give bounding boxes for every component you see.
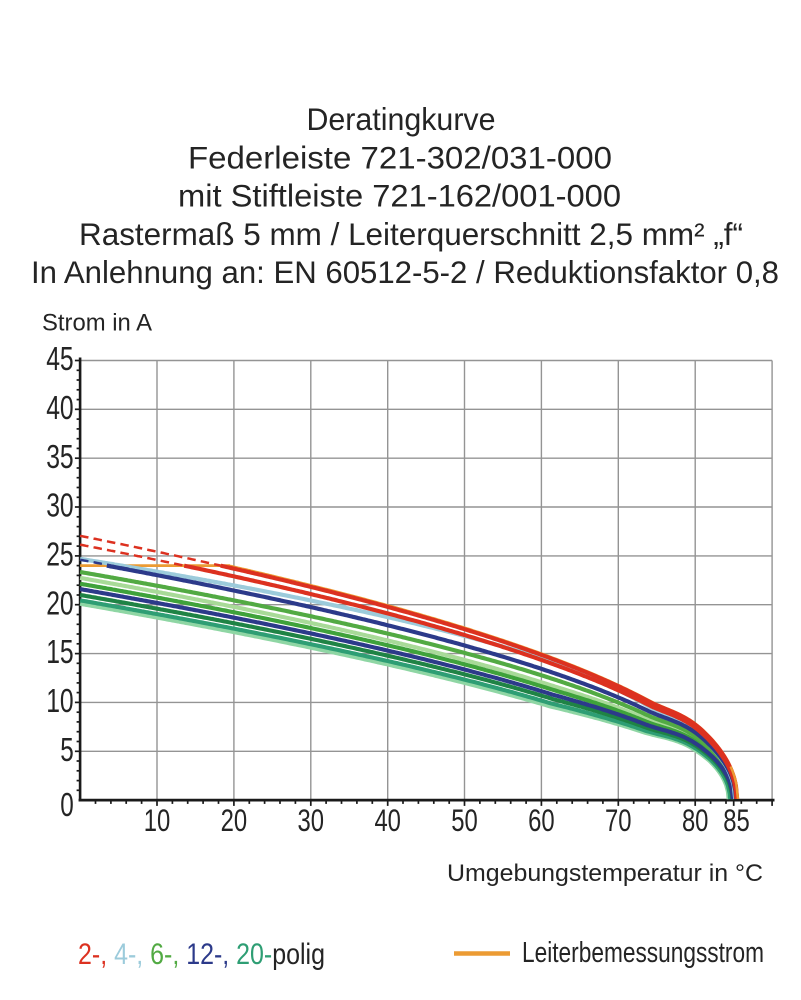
svg-text:Strom in A: Strom in A [42, 310, 152, 337]
svg-text:60: 60 [528, 802, 555, 838]
svg-text:50: 50 [451, 802, 478, 838]
svg-text:Leiterbemessungsstrom: Leiterbemessungsstrom [522, 937, 764, 969]
svg-text:30: 30 [46, 487, 74, 524]
svg-text:20: 20 [221, 802, 248, 838]
svg-text:25: 25 [46, 536, 74, 573]
svg-text:5: 5 [60, 731, 74, 768]
svg-text:10: 10 [46, 682, 74, 719]
svg-text:10: 10 [144, 802, 171, 838]
svg-text:Rastermaß 5 mm / Leiterquersch: Rastermaß 5 mm / Leiterquerschnitt 2,5 m… [79, 217, 743, 252]
svg-text:15: 15 [46, 633, 74, 670]
svg-text:Umgebungstemperatur in °C: Umgebungstemperatur in °C [447, 860, 763, 887]
svg-text:0: 0 [60, 786, 74, 823]
svg-text:mit Stiftleiste 721-162/001-00: mit Stiftleiste 721-162/001-000 [178, 179, 621, 214]
svg-text:20: 20 [46, 584, 74, 621]
svg-text:2-, 4-, 6-, 12-, 20-polig: 2-, 4-, 6-, 12-, 20-polig [78, 937, 325, 970]
svg-text:85: 85 [723, 802, 750, 838]
svg-text:80: 80 [682, 802, 709, 838]
svg-text:35: 35 [46, 438, 74, 475]
svg-text:Deratingkurve: Deratingkurve [307, 102, 496, 137]
svg-text:70: 70 [605, 802, 632, 838]
svg-text:45: 45 [46, 340, 74, 377]
svg-text:40: 40 [46, 389, 74, 426]
svg-text:In Anlehnung an: EN 60512-5-2: In Anlehnung an: EN 60512-5-2 / Reduktio… [31, 255, 779, 290]
svg-text:40: 40 [374, 802, 401, 838]
svg-text:30: 30 [298, 802, 325, 838]
svg-text:Federleiste 721-302/031-000: Federleiste 721-302/031-000 [188, 140, 612, 175]
